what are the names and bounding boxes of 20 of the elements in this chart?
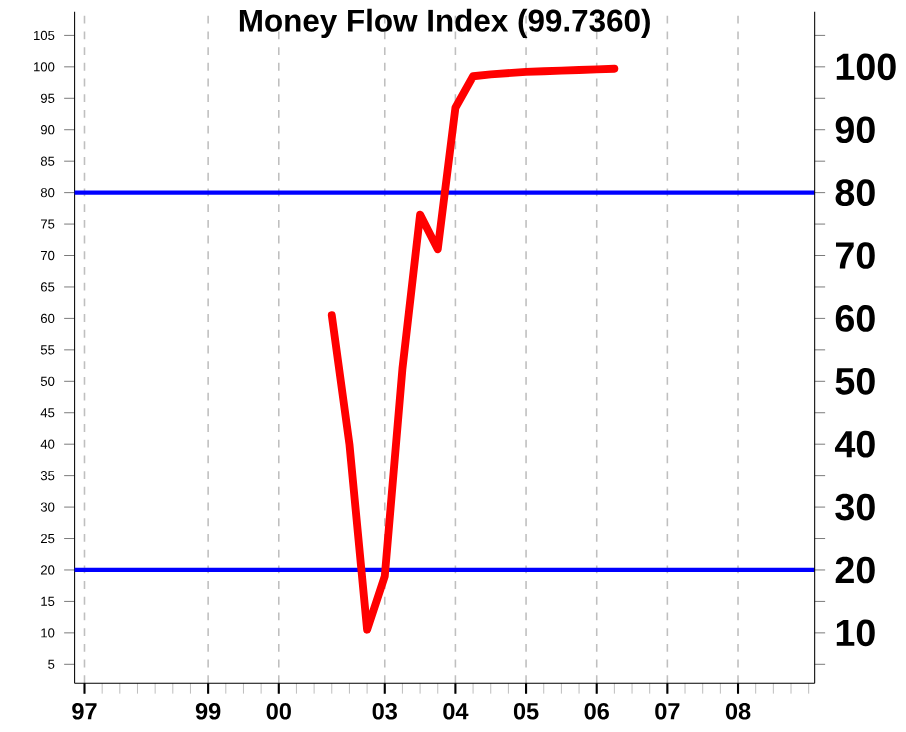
y2-tick-label: 30 xyxy=(835,493,875,521)
x-tick-label: 99 xyxy=(195,702,221,720)
x-tick-label: 04 xyxy=(443,702,469,720)
chart-title: Money Flow Index (99.7360) xyxy=(239,8,650,38)
x-tick-label: 07 xyxy=(655,702,680,720)
y2-tick-label: 80 xyxy=(835,179,875,206)
y2-tick-label: 60 xyxy=(835,304,875,332)
y2-tick-label: 40 xyxy=(834,430,875,458)
x-tick-label: 03 xyxy=(372,702,397,720)
y2-tick-label: 100 xyxy=(836,53,896,81)
x-tick-label: 05 xyxy=(513,702,539,720)
y2-tick-label: 50 xyxy=(835,367,875,395)
x-tick-label: 00 xyxy=(266,702,291,720)
y2-tick-label: 20 xyxy=(835,556,875,584)
x-tick-label: 08 xyxy=(725,702,751,720)
y2-tick-label: 70 xyxy=(835,242,875,269)
y2-tick-label: 90 xyxy=(835,116,875,143)
x-tick-label: 97 xyxy=(72,702,97,720)
y2-tick-label: 10 xyxy=(836,619,875,647)
x-tick-label: 06 xyxy=(584,702,609,720)
